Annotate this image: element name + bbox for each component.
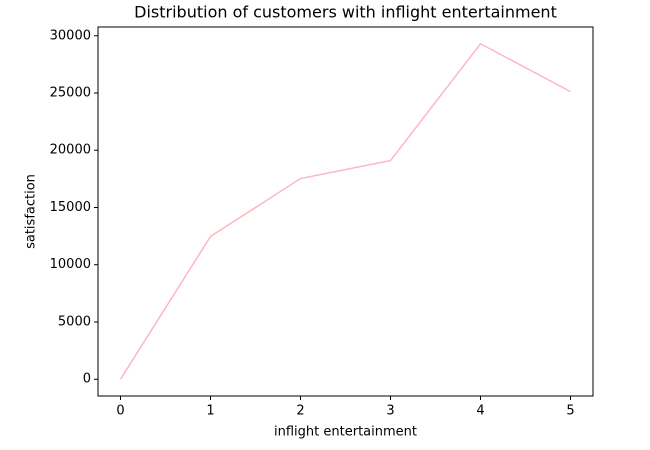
x-tick-label: 2 — [296, 404, 304, 419]
y-tick-label: 10000 — [50, 257, 91, 272]
y-tick-label: 5000 — [58, 314, 91, 329]
x-axis-label: inflight entertainment — [274, 425, 417, 440]
chart-title: Distribution of customers with inflight … — [134, 3, 557, 22]
x-tick-label: 1 — [206, 404, 214, 419]
axes-frame — [97, 26, 594, 397]
x-tick-label: 0 — [116, 404, 124, 419]
x-tick-label: 5 — [566, 404, 574, 419]
x-tick-label: 4 — [476, 404, 484, 419]
x-tick-label: 3 — [386, 404, 394, 419]
y-axis-label: satisfaction — [24, 174, 39, 249]
y-tick-label: 20000 — [50, 143, 91, 158]
y-tick-label: 25000 — [50, 86, 91, 101]
y-tick-label: 15000 — [50, 200, 91, 215]
plot-area: 0 5000 10000 15000 20000 25000 30000 0 1 2 3 4 5 — [50, 28, 575, 418]
y-tick-label: 30000 — [50, 28, 91, 43]
y-tick-label: 0 — [83, 372, 91, 387]
line-series — [119, 42, 571, 380]
